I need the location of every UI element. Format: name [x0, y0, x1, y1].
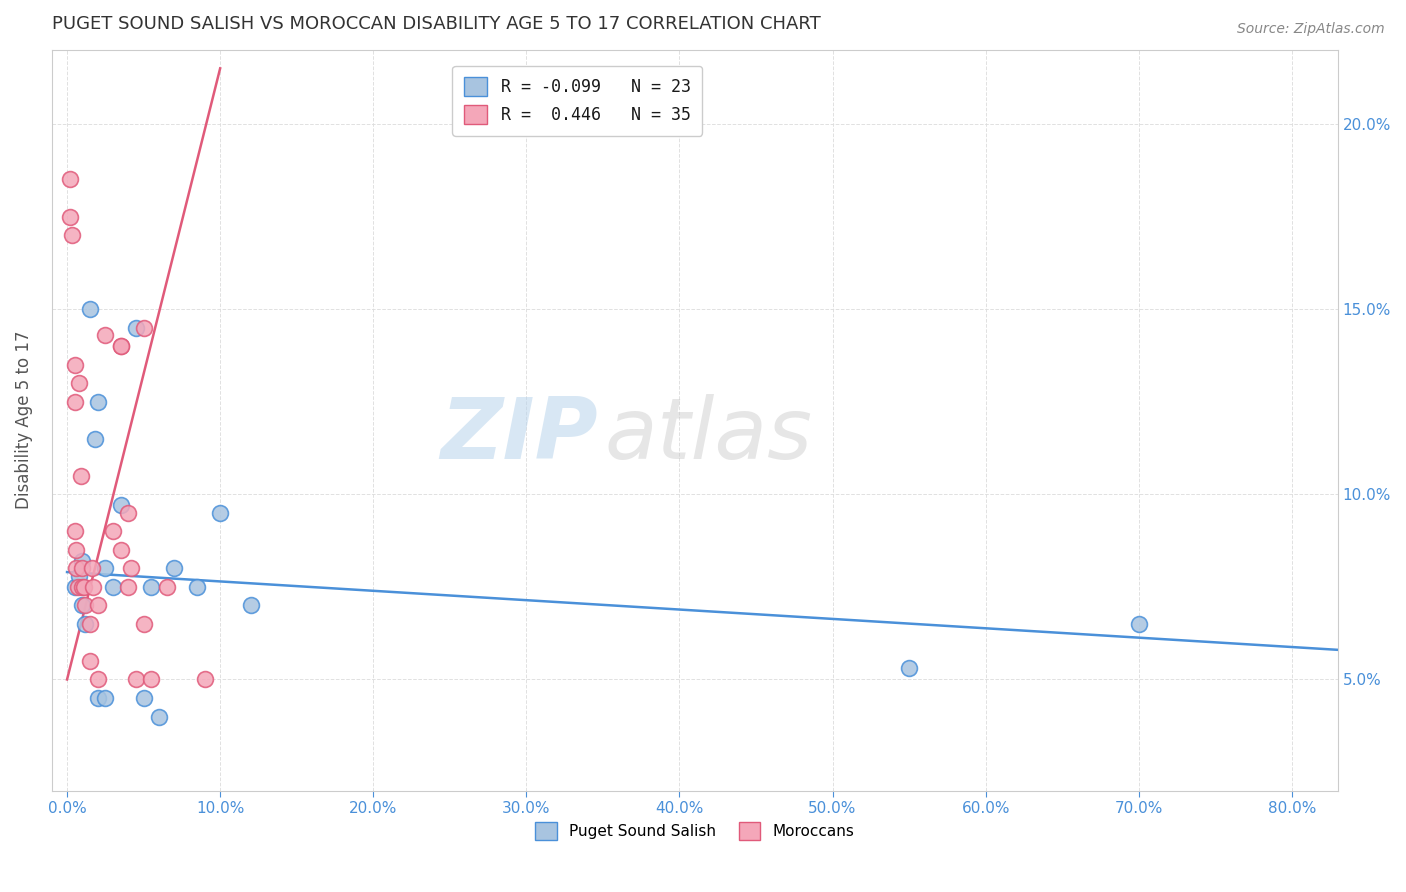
- Point: [94, 690, 117, 705]
- Point: [86, 599, 108, 613]
- Point: [86, 690, 108, 705]
- Point: [60, 227, 83, 242]
- Text: atlas: atlas: [605, 393, 813, 476]
- Point: [72, 599, 94, 613]
- Point: [63, 394, 86, 409]
- Point: [86, 394, 108, 409]
- Point: [898, 661, 921, 675]
- Point: [94, 561, 117, 575]
- Point: [101, 524, 124, 539]
- Point: [101, 580, 124, 594]
- Point: [75, 616, 97, 631]
- Point: [79, 616, 101, 631]
- Point: [117, 580, 139, 594]
- Point: [59, 210, 82, 224]
- Point: [132, 690, 155, 705]
- Point: [72, 554, 94, 568]
- Point: [110, 542, 132, 557]
- Point: [132, 320, 155, 334]
- Point: [83, 432, 105, 446]
- Point: [117, 506, 139, 520]
- Point: [79, 302, 101, 317]
- Point: [132, 616, 155, 631]
- Point: [239, 599, 262, 613]
- Point: [148, 709, 170, 723]
- Point: [141, 580, 163, 594]
- Point: [120, 561, 142, 575]
- Text: ZIP: ZIP: [440, 393, 599, 476]
- Point: [110, 339, 132, 353]
- Point: [163, 561, 186, 575]
- Point: [125, 673, 148, 687]
- Point: [67, 568, 90, 582]
- Point: [86, 673, 108, 687]
- Point: [73, 580, 96, 594]
- Point: [80, 561, 103, 575]
- Point: [125, 320, 148, 334]
- Point: [94, 328, 117, 343]
- Point: [63, 580, 86, 594]
- Y-axis label: Disability Age 5 to 17: Disability Age 5 to 17: [15, 331, 32, 509]
- Point: [155, 580, 177, 594]
- Point: [65, 542, 87, 557]
- Point: [63, 358, 86, 372]
- Point: [141, 673, 163, 687]
- Point: [194, 673, 217, 687]
- Point: [69, 468, 91, 483]
- Text: Source: ZipAtlas.com: Source: ZipAtlas.com: [1237, 22, 1385, 37]
- Point: [186, 580, 208, 594]
- Point: [66, 580, 89, 594]
- Point: [79, 654, 101, 668]
- Point: [110, 499, 132, 513]
- Point: [65, 561, 87, 575]
- Point: [72, 580, 94, 594]
- Point: [67, 376, 90, 391]
- Point: [82, 580, 104, 594]
- Point: [1128, 616, 1150, 631]
- Point: [110, 339, 132, 353]
- Point: [59, 172, 82, 186]
- Text: PUGET SOUND SALISH VS MOROCCAN DISABILITY AGE 5 TO 17 CORRELATION CHART: PUGET SOUND SALISH VS MOROCCAN DISABILIT…: [52, 15, 821, 33]
- Point: [72, 561, 94, 575]
- Legend: Puget Sound Salish, Moroccans: Puget Sound Salish, Moroccans: [529, 816, 860, 846]
- Point: [63, 524, 86, 539]
- Point: [209, 506, 232, 520]
- Point: [75, 599, 97, 613]
